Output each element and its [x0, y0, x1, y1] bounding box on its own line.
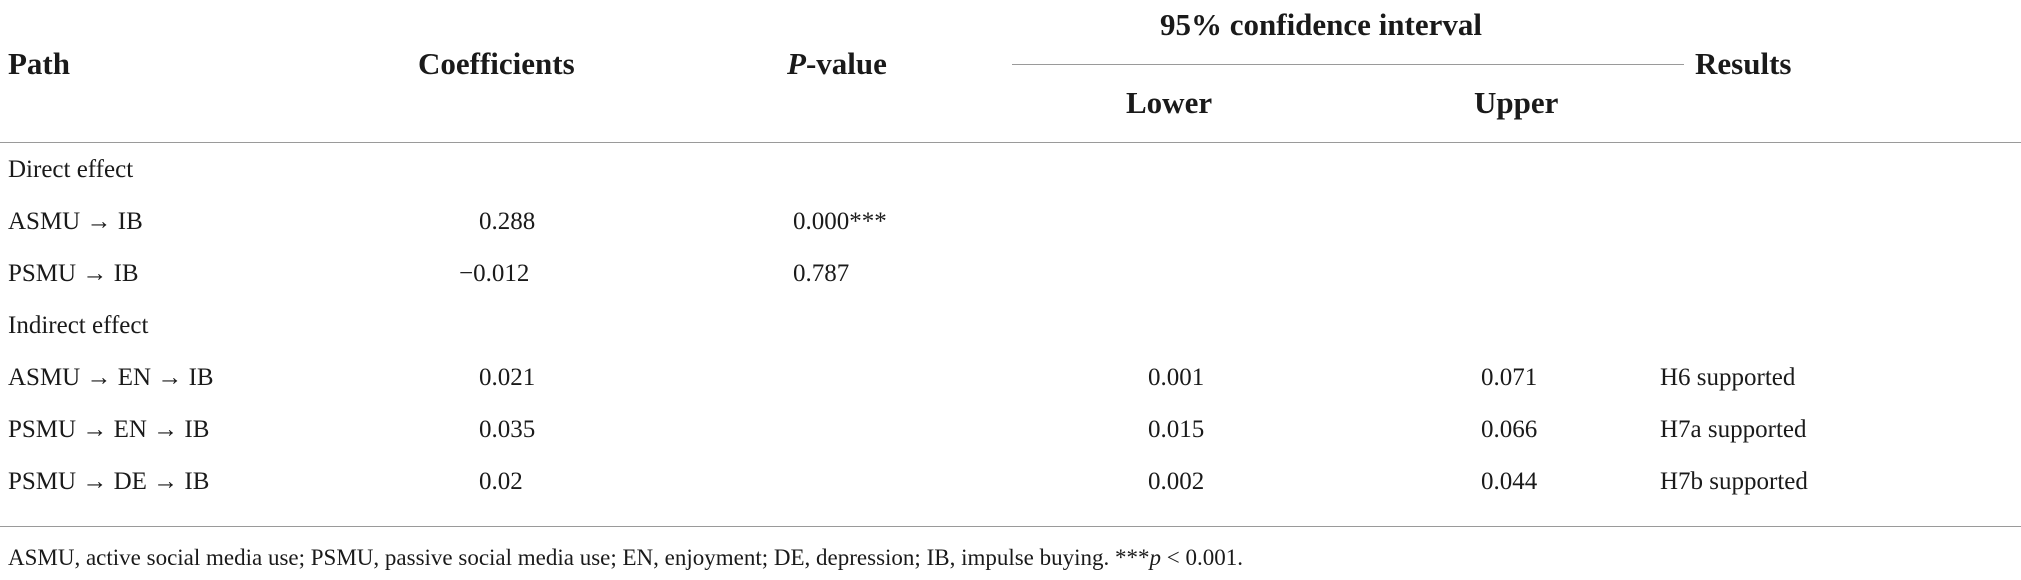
row-ci-lower: 0.001	[1148, 364, 1205, 391]
row-result: H6 supported	[1660, 364, 1796, 391]
footnote-tail: < 0.001.	[1161, 545, 1244, 570]
header-upper: Upper	[1474, 85, 1559, 120]
ci-group-rule	[1012, 64, 1684, 65]
row-path: PSMU → IB	[8, 260, 139, 287]
header-rule	[0, 142, 2021, 143]
row-result: H7b supported	[1660, 468, 1808, 495]
row-p-value: 0.000***	[793, 208, 887, 235]
header-p-italic: P	[787, 46, 806, 81]
header-results: Results	[1695, 46, 1792, 81]
row-path: PSMU → DE → IB	[8, 468, 210, 495]
row-coefficient: −0.012	[459, 260, 530, 287]
table-bottom-rule	[0, 526, 2021, 527]
row-ci-lower: 0.002	[1148, 468, 1205, 495]
row-coefficient: 0.288	[479, 208, 536, 235]
row-ci-upper: 0.071	[1481, 364, 1538, 391]
section-direct-effect: Direct effect	[8, 156, 134, 183]
row-path: ASMU → IB	[8, 208, 143, 235]
footnote-text: ASMU, active social media use; PSMU, pas…	[8, 545, 1150, 570]
table-footnote: ASMU, active social media use; PSMU, pas…	[8, 546, 1243, 569]
footnote-p-italic: p	[1149, 545, 1162, 570]
header-path: Path	[8, 46, 70, 81]
row-ci-lower: 0.015	[1148, 416, 1205, 443]
header-coefficients: Coefficients	[418, 46, 575, 81]
header-ci-group: 95% confidence interval	[1160, 7, 1483, 42]
row-ci-upper: 0.044	[1481, 468, 1538, 495]
row-ci-upper: 0.066	[1481, 416, 1538, 443]
row-path: PSMU → EN → IB	[8, 416, 210, 443]
header-p-rest: -value	[805, 46, 887, 81]
header-lower: Lower	[1126, 85, 1213, 120]
row-coefficient: 0.02	[479, 468, 523, 495]
row-coefficient: 0.035	[479, 416, 536, 443]
row-result: H7a supported	[1660, 416, 1807, 443]
row-p-value: 0.787	[793, 260, 850, 287]
header-p-value: P-value	[787, 48, 887, 79]
row-path: ASMU → EN → IB	[8, 364, 214, 391]
section-indirect-effect: Indirect effect	[8, 312, 149, 339]
row-coefficient: 0.021	[479, 364, 536, 391]
